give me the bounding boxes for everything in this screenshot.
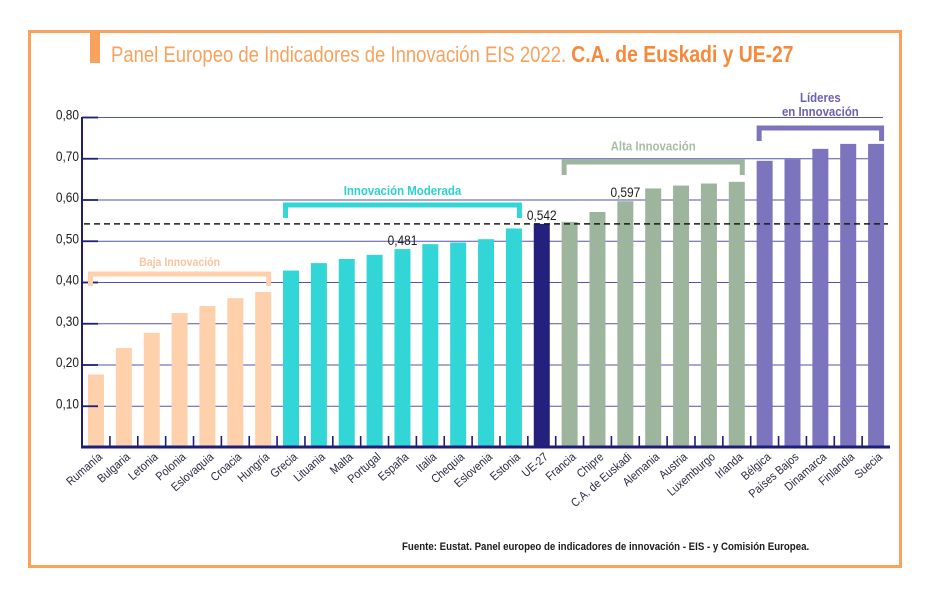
bar-ue-27	[533, 223, 550, 448]
bar-paises-bajos	[784, 159, 801, 448]
bar-letonia	[143, 332, 160, 448]
bar-espana	[394, 249, 411, 448]
bracket-lideres-en-innovacion	[756, 125, 885, 141]
source-note: Fuente: Eustat. Panel europeo de indicad…	[402, 541, 810, 553]
bar-portugal	[366, 254, 383, 448]
bar-irlanda	[728, 181, 745, 448]
x-label-rumania: Rumanía	[64, 450, 105, 488]
bar-austria	[673, 185, 690, 448]
bar-polonia	[171, 313, 188, 448]
y-tick-label: 0,80	[56, 107, 79, 123]
y-tick-label: 0,50	[56, 230, 79, 246]
bar-grecia	[283, 270, 300, 448]
x-label-francia: Francia	[544, 450, 579, 483]
group-label-alta-innovacion: Alta Innovación	[611, 139, 696, 154]
bracket-alta-innovacion	[561, 159, 745, 175]
bar-rumania	[88, 374, 104, 448]
bar-finlandia	[840, 143, 857, 448]
title-accent-bar	[90, 30, 100, 63]
bar-chipre	[589, 211, 606, 448]
y-tick-label: 0,20	[56, 354, 79, 370]
group-label-lideres-en-innovacion: en Innovación	[782, 104, 859, 119]
x-label-bulgaria: Bulgaria	[95, 450, 133, 485]
bar-italia	[422, 244, 439, 448]
y-tick-label: 0,30	[56, 313, 79, 329]
bar-suecia	[868, 143, 885, 448]
bar-alemania	[645, 188, 662, 448]
bar-malta	[338, 258, 355, 448]
bar-belgica	[756, 160, 773, 448]
value-label-espana: 0,481	[388, 232, 418, 248]
x-label-letonia: Letonia	[126, 450, 161, 483]
bars	[88, 143, 885, 448]
group-label-baja-innovacion: Baja Innovación	[139, 256, 220, 269]
y-tick-label: 0,10	[56, 395, 79, 411]
bar-eslovenia	[478, 239, 495, 448]
chart-title-regular: Panel Europeo de Indicadores de Innovaci…	[111, 42, 567, 67]
bar-c-a-de-euskadi	[617, 201, 634, 448]
bar-bulgaria	[115, 348, 132, 448]
bracket-baja-innovacion	[88, 271, 272, 286]
y-tick-label: 0,60	[56, 189, 79, 205]
x-label-lituania: Lituania	[292, 450, 329, 484]
chart-title-bold: C.A. de Euskadi y UE-27	[571, 41, 794, 67]
group-label-lideres-en-innovacion: Líderes	[800, 90, 841, 105]
chart-title: Panel Europeo de Indicadores de Innovaci…	[111, 41, 794, 68]
bar-dinamarca	[812, 148, 829, 448]
chart-frame	[28, 30, 902, 568]
bar-francia	[561, 221, 578, 448]
bar-estonia	[505, 228, 522, 448]
bar-chequia	[450, 242, 467, 448]
bracket-innovacion-moderada	[283, 202, 522, 218]
x-label-suecia: Suecia	[852, 450, 885, 481]
bar-croacia	[227, 298, 244, 448]
bar-hungria	[255, 291, 272, 448]
x-label-estonia: Estonia	[488, 450, 523, 483]
axes	[81, 116, 890, 449]
x-label-espana: España	[376, 450, 412, 484]
group-label-innovacion-moderada: Innovación Moderada	[344, 183, 462, 198]
value-label-c-a-de-euskadi: 0,597	[610, 184, 640, 200]
bar-luxemburgo	[700, 183, 717, 448]
value-label-ue-27: 0,542	[527, 207, 557, 223]
y-tick-label: 0,70	[56, 148, 79, 164]
x-label-hungria: Hungría	[236, 450, 273, 485]
y-tick-label: 0,40	[56, 272, 79, 288]
bar-lituania	[310, 263, 327, 448]
bar-eslovaquia	[199, 306, 216, 448]
